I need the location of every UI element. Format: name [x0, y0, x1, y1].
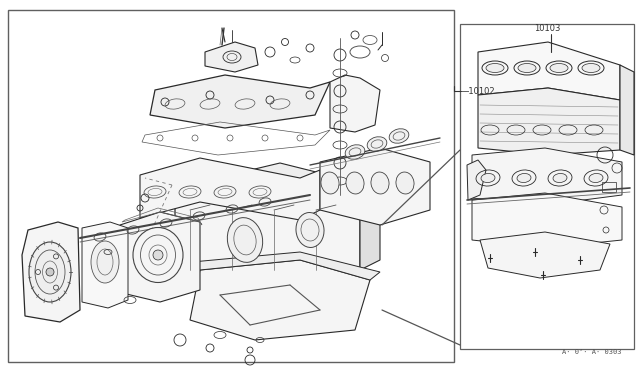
Ellipse shape	[227, 218, 262, 262]
Polygon shape	[140, 158, 320, 220]
Circle shape	[46, 268, 54, 276]
Polygon shape	[478, 42, 620, 100]
Ellipse shape	[91, 241, 119, 283]
Ellipse shape	[517, 173, 531, 183]
Polygon shape	[472, 148, 622, 205]
Ellipse shape	[296, 212, 324, 247]
Ellipse shape	[367, 137, 387, 151]
Polygon shape	[192, 252, 380, 280]
Ellipse shape	[389, 129, 409, 143]
Ellipse shape	[346, 172, 364, 194]
Text: A· 0’· A· 0303: A· 0’· A· 0303	[563, 349, 621, 355]
Polygon shape	[150, 75, 330, 128]
Circle shape	[153, 250, 163, 260]
Ellipse shape	[345, 145, 365, 159]
Polygon shape	[82, 222, 128, 308]
Ellipse shape	[582, 64, 600, 73]
Ellipse shape	[589, 173, 603, 183]
Polygon shape	[22, 222, 80, 322]
Ellipse shape	[35, 250, 65, 294]
Polygon shape	[480, 232, 610, 278]
Ellipse shape	[133, 228, 183, 282]
Polygon shape	[118, 212, 200, 302]
Polygon shape	[320, 148, 430, 225]
Ellipse shape	[321, 172, 339, 194]
Text: —10102: —10102	[461, 87, 495, 96]
Polygon shape	[478, 88, 620, 155]
Ellipse shape	[553, 173, 567, 183]
Polygon shape	[360, 188, 380, 270]
Polygon shape	[620, 65, 634, 155]
Polygon shape	[190, 260, 370, 340]
Ellipse shape	[29, 242, 71, 302]
Ellipse shape	[486, 64, 504, 73]
Ellipse shape	[481, 173, 495, 183]
Polygon shape	[175, 163, 380, 200]
Bar	[460, 24, 634, 349]
Bar	[8, 10, 454, 362]
Text: 10103: 10103	[534, 23, 561, 32]
Polygon shape	[467, 160, 486, 200]
Ellipse shape	[550, 64, 568, 73]
Bar	[602, 182, 616, 192]
Ellipse shape	[518, 64, 536, 73]
Polygon shape	[205, 42, 258, 72]
Ellipse shape	[371, 172, 389, 194]
Polygon shape	[330, 75, 380, 132]
Ellipse shape	[396, 172, 414, 194]
Polygon shape	[472, 193, 622, 248]
Polygon shape	[175, 175, 360, 295]
